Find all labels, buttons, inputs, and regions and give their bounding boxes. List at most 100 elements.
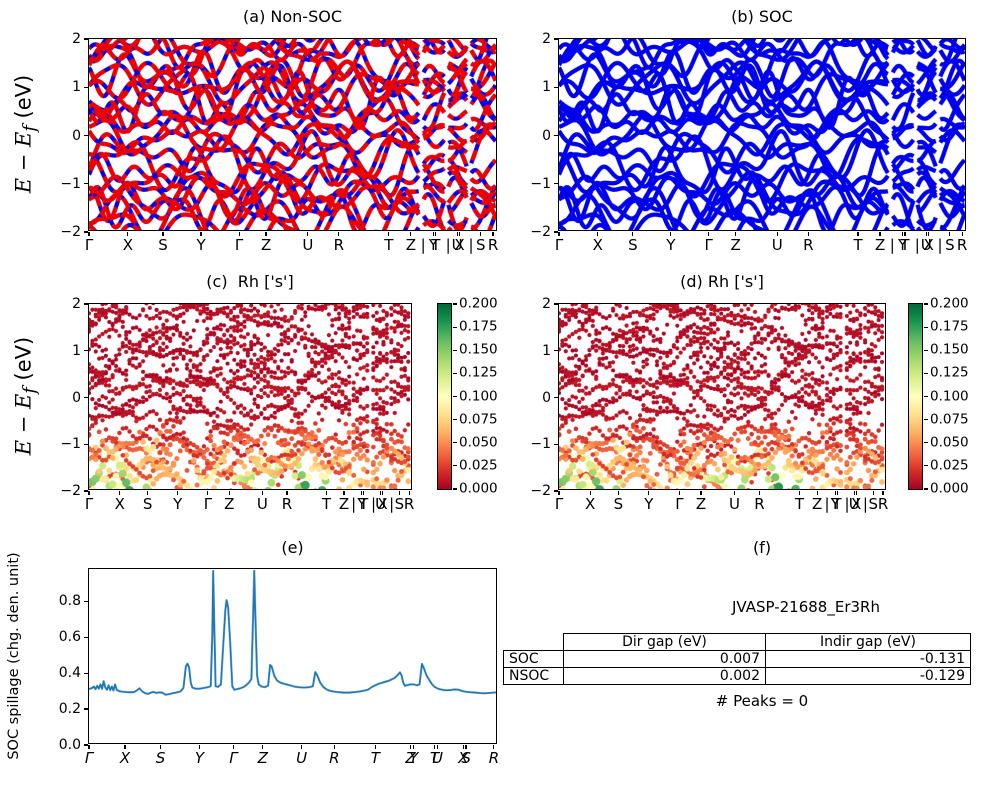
y-tick-label: 0 [72, 127, 81, 144]
x-tick-mark [361, 491, 363, 495]
x-tick-label: Y [428, 236, 438, 254]
x-tick-label: T [900, 236, 910, 254]
colorbar-tick-label: 0.200 [459, 295, 498, 312]
y-tick-mark [554, 396, 558, 399]
panel-c-ylabel: E − Ef (eV) [11, 336, 41, 456]
x-tick-mark [882, 491, 884, 495]
y-tick-label: −1 [60, 175, 81, 192]
x-tick-mark [435, 232, 437, 236]
x-tick-label: | [937, 236, 943, 254]
table-value: 0.002 [563, 667, 766, 685]
x-tick-label: Y [357, 495, 367, 513]
x-tick-mark [408, 491, 410, 495]
x-tick-label: Z [405, 236, 417, 254]
x-tick-label: Z [338, 495, 350, 513]
colorbar-tick-label: 0.150 [930, 341, 969, 358]
x-tick-mark [301, 745, 303, 749]
x-tick-label: X [119, 749, 131, 767]
x-tick-label: | [370, 495, 376, 513]
x-tick-mark [961, 232, 963, 236]
y-tick-label: 0 [72, 389, 81, 406]
y-tick-mark [84, 183, 88, 185]
y-tick-mark [84, 600, 88, 602]
x-tick-label: U [375, 495, 387, 513]
x-tick-label: U [431, 749, 443, 767]
table-row-label: NSOC [503, 667, 564, 685]
y-tick-mark [554, 86, 558, 88]
x-tick-mark [465, 745, 467, 749]
panel-a-title: (a) Non-SOC [243, 7, 342, 26]
x-tick-label: X [122, 236, 133, 254]
x-tick-mark [492, 232, 494, 236]
x-tick-label: Z [257, 749, 268, 767]
y-tick-mark [84, 636, 88, 638]
panel-d-projected-band-plot: Γ X S Y Γ Z U R T Z | Y T | U X | S R 2 1 0 −1 −2 [530, 297, 888, 512]
x-tick-mark [708, 232, 710, 236]
y-tick-mark [554, 183, 558, 185]
colorbar-tick-mark [924, 465, 928, 467]
y-tick-label: 2 [72, 31, 81, 47]
colorbar-tick-label: 0.100 [459, 387, 498, 404]
x-tick-mark [836, 491, 838, 495]
x-tick-mark [807, 232, 809, 236]
y-tick-label: −1 [60, 436, 81, 453]
y-tick-mark [84, 350, 88, 352]
x-tick-label: R [754, 495, 765, 513]
plot-canvas [89, 39, 496, 230]
y-tick-label: 2 [542, 296, 551, 312]
x-tick-label: X [377, 495, 388, 513]
x-tick-mark [853, 491, 855, 495]
x-tick-mark [325, 491, 328, 495]
x-tick-label: | [468, 236, 474, 254]
x-tick-mark [88, 232, 90, 236]
x-tick-label: U [848, 495, 860, 513]
x-tick-label: U [771, 236, 783, 254]
table-row: NSOC 0.002 -0.129 [503, 667, 971, 685]
x-tick-label: S [945, 236, 955, 254]
colorbar-c: 0.000 0.025 0.050 0.075 0.100 0.125 0.150 0.175… [437, 297, 498, 495]
x-tick-mark [493, 745, 495, 749]
x-tick-label: Y [196, 236, 206, 254]
y-tick-label: 1 [72, 79, 81, 96]
x-tick-mark [458, 232, 461, 236]
x-tick-mark [456, 232, 458, 236]
x-tick-label: | [824, 495, 830, 513]
colorbar-tick-mark [453, 442, 457, 444]
x-tick-label: R [281, 495, 293, 513]
x-tick-label: T [430, 749, 440, 767]
x-tick-mark [307, 232, 309, 236]
x-tick-label: | [844, 495, 850, 513]
y-tick-mark [84, 744, 88, 746]
x-tick-label: Y [409, 749, 419, 767]
x-tick-label: Z [695, 495, 707, 513]
x-tick-mark [343, 491, 345, 495]
x-tick-mark [928, 232, 930, 236]
panel-b-band-plot: Γ X S Y Γ Z U R T Z | Y T | U X | S R 2 1 0 −1 −2 [530, 32, 967, 253]
x-tick-mark [159, 745, 162, 749]
y-tick-mark [554, 443, 558, 445]
colorbar-tick-label: 0.100 [930, 387, 969, 404]
x-tick-label: | [445, 236, 451, 254]
colorbar-tick-label: 0.050 [459, 434, 498, 450]
y-tick-mark [554, 303, 558, 305]
table-row: SOC 0.007 -0.131 [503, 650, 971, 668]
panel-e-spillage-plot: Γ X S Y Γ Z U R T Z Y T U X S R 0.0 0.2 0.4 0.6 0.8 [59, 568, 499, 766]
table-col-header: Indir gap (eV) [765, 633, 971, 651]
x-tick-mark [200, 232, 202, 236]
x-tick-mark [265, 232, 267, 236]
x-tick-mark [286, 491, 288, 495]
x-tick-mark [88, 491, 90, 495]
table-value: -0.131 [765, 650, 971, 668]
x-tick-mark [855, 491, 857, 495]
panel-e-ylabel: SOC spillage (chg. den. unit) [6, 552, 22, 760]
x-tick-label: Γ [84, 749, 94, 767]
colorbar-tick-label: 0.125 [459, 364, 498, 381]
x-tick-mark [558, 491, 560, 495]
x-tick-mark [127, 232, 129, 236]
material-id-heading: JVASP-21688_Er3Rh [732, 598, 880, 616]
x-tick-label: S [394, 495, 405, 513]
colorbar-tick-label: 0.075 [930, 410, 969, 427]
x-tick-label: Y [830, 495, 840, 513]
x-tick-mark [162, 232, 164, 236]
